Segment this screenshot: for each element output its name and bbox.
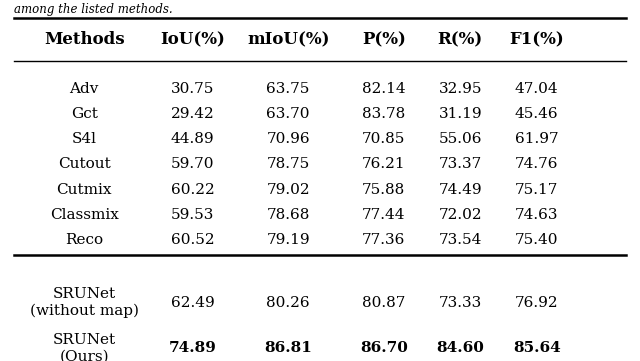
Text: SRUNet
(without map): SRUNet (without map) xyxy=(29,287,139,318)
Text: 47.04: 47.04 xyxy=(515,82,559,96)
Text: 31.19: 31.19 xyxy=(438,107,482,121)
Text: 79.02: 79.02 xyxy=(266,183,310,196)
Text: 86.81: 86.81 xyxy=(264,341,312,355)
Text: 30.75: 30.75 xyxy=(171,82,214,96)
Text: 76.92: 76.92 xyxy=(515,296,559,310)
Text: S4l: S4l xyxy=(72,132,97,146)
Text: 74.49: 74.49 xyxy=(438,183,482,196)
Text: 78.68: 78.68 xyxy=(266,208,310,222)
Text: 29.42: 29.42 xyxy=(171,107,214,121)
Text: SRUNet
(Ours): SRUNet (Ours) xyxy=(52,333,116,361)
Text: R(%): R(%) xyxy=(438,31,483,48)
Text: 62.49: 62.49 xyxy=(171,296,214,310)
Text: Cutout: Cutout xyxy=(58,157,111,171)
Text: 75.40: 75.40 xyxy=(515,233,559,247)
Text: 72.02: 72.02 xyxy=(438,208,482,222)
Text: Classmix: Classmix xyxy=(50,208,118,222)
Text: 80.87: 80.87 xyxy=(362,296,405,310)
Text: 86.70: 86.70 xyxy=(360,341,408,355)
Text: Gct: Gct xyxy=(71,107,98,121)
Text: 85.64: 85.64 xyxy=(513,341,561,355)
Text: 84.60: 84.60 xyxy=(436,341,484,355)
Text: 77.36: 77.36 xyxy=(362,233,405,247)
Text: 45.46: 45.46 xyxy=(515,107,559,121)
Text: 59.70: 59.70 xyxy=(171,157,214,171)
Text: Cutmix: Cutmix xyxy=(56,183,112,196)
Text: 82.14: 82.14 xyxy=(362,82,406,96)
Text: 55.06: 55.06 xyxy=(438,132,482,146)
Text: 70.96: 70.96 xyxy=(266,132,310,146)
Text: 80.26: 80.26 xyxy=(266,296,310,310)
Text: among the listed methods.: among the listed methods. xyxy=(14,3,173,16)
Text: 32.95: 32.95 xyxy=(438,82,482,96)
Text: Methods: Methods xyxy=(44,31,125,48)
Text: 75.17: 75.17 xyxy=(515,183,558,196)
Text: 60.22: 60.22 xyxy=(171,183,214,196)
Text: P(%): P(%) xyxy=(362,31,406,48)
Text: 74.63: 74.63 xyxy=(515,208,559,222)
Text: 63.70: 63.70 xyxy=(266,107,310,121)
Text: F1(%): F1(%) xyxy=(509,31,564,48)
Text: 44.89: 44.89 xyxy=(171,132,214,146)
Text: 74.76: 74.76 xyxy=(515,157,559,171)
Text: 73.37: 73.37 xyxy=(438,157,482,171)
Text: Adv: Adv xyxy=(70,82,99,96)
Text: 74.89: 74.89 xyxy=(168,341,216,355)
Text: 77.44: 77.44 xyxy=(362,208,406,222)
Text: 60.52: 60.52 xyxy=(171,233,214,247)
Text: 75.88: 75.88 xyxy=(362,183,405,196)
Text: IoU(%): IoU(%) xyxy=(160,31,225,48)
Text: 73.33: 73.33 xyxy=(438,296,482,310)
Text: 79.19: 79.19 xyxy=(266,233,310,247)
Text: 76.21: 76.21 xyxy=(362,157,406,171)
Text: Reco: Reco xyxy=(65,233,103,247)
Text: 59.53: 59.53 xyxy=(171,208,214,222)
Text: 78.75: 78.75 xyxy=(266,157,310,171)
Text: 63.75: 63.75 xyxy=(266,82,310,96)
Text: mIoU(%): mIoU(%) xyxy=(247,31,330,48)
Text: 70.85: 70.85 xyxy=(362,132,405,146)
Text: 73.54: 73.54 xyxy=(438,233,482,247)
Text: 83.78: 83.78 xyxy=(362,107,405,121)
Text: 61.97: 61.97 xyxy=(515,132,559,146)
